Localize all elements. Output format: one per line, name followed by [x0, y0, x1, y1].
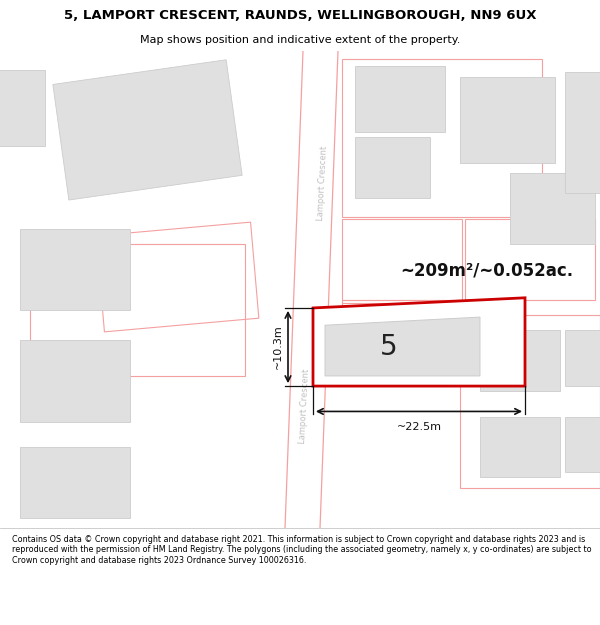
Polygon shape	[325, 317, 480, 376]
Text: 5, LAMPORT CRESCENT, RAUNDS, WELLINGBOROUGH, NN9 6UX: 5, LAMPORT CRESCENT, RAUNDS, WELLINGBORO…	[64, 9, 536, 22]
Bar	[342, 303, 422, 359]
Bar	[342, 219, 462, 300]
Text: ~22.5m: ~22.5m	[397, 422, 442, 432]
Text: Map shows position and indicative extent of the property.: Map shows position and indicative extent…	[140, 35, 460, 45]
Text: Lamport Crescent: Lamport Crescent	[316, 146, 328, 221]
Bar	[30, 244, 245, 376]
Bar	[355, 66, 445, 132]
Text: Lamport Crescent: Lamport Crescent	[298, 369, 310, 444]
Bar	[20, 229, 130, 310]
Bar	[96, 222, 259, 332]
Polygon shape	[285, 51, 338, 528]
Text: Contains OS data © Crown copyright and database right 2021. This information is : Contains OS data © Crown copyright and d…	[12, 535, 592, 565]
Bar	[480, 330, 560, 391]
Text: 5: 5	[380, 333, 398, 361]
Bar	[460, 315, 600, 488]
Bar	[0, 69, 45, 146]
Bar	[53, 60, 242, 200]
Bar	[480, 416, 560, 478]
Text: ~209m²/~0.052ac.: ~209m²/~0.052ac.	[400, 261, 573, 279]
Bar	[460, 77, 555, 163]
Text: ~10.3m: ~10.3m	[273, 324, 283, 369]
Bar	[342, 300, 462, 381]
Bar	[465, 219, 595, 300]
Bar	[565, 416, 600, 472]
Bar	[565, 330, 600, 386]
Bar	[510, 173, 595, 244]
Bar	[565, 71, 600, 193]
Polygon shape	[313, 298, 525, 386]
Bar	[355, 138, 430, 198]
Bar	[342, 59, 542, 217]
Bar	[20, 447, 130, 518]
Bar	[20, 341, 130, 422]
